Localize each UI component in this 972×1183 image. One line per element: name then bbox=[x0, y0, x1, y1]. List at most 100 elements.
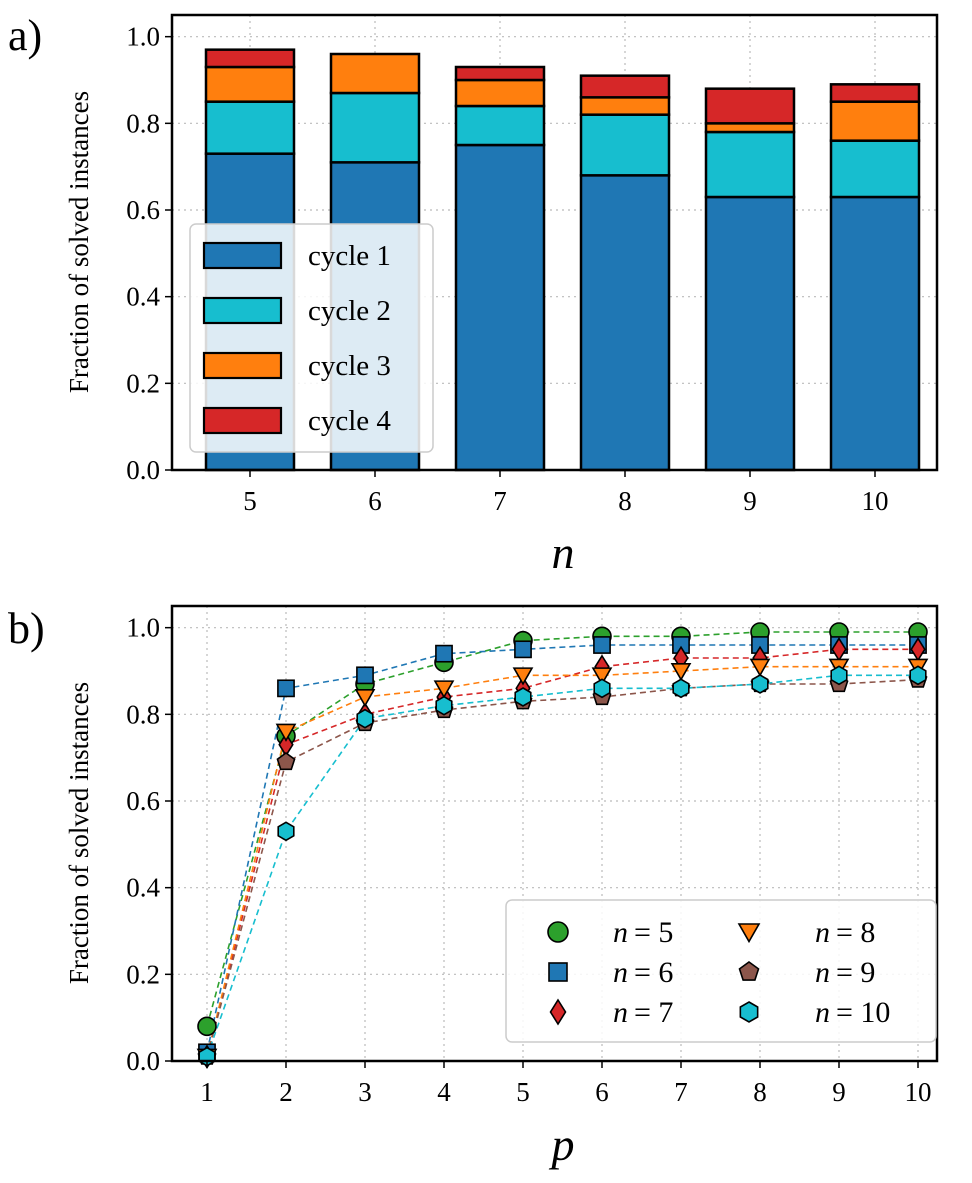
point-n9-p2 bbox=[276, 752, 296, 771]
point-n8-p7 bbox=[670, 662, 692, 682]
legend-swatch-cycle-1 bbox=[202, 241, 283, 270]
point-n8-p2 bbox=[275, 723, 297, 742]
bar-cycle-3-n7 bbox=[454, 78, 546, 108]
point-n5-p1 bbox=[197, 1016, 217, 1037]
panel-a-x-tick-label: 5 bbox=[243, 486, 257, 516]
point-n10-p4 bbox=[435, 695, 453, 716]
point-n8-p8 bbox=[749, 658, 771, 677]
point-n10-p10 bbox=[909, 665, 927, 686]
panel-b-axes-frame bbox=[170, 604, 939, 1063]
panel-b-y-tick-label: 0.2 bbox=[126, 959, 160, 989]
panel-b-line-chart: b) 0.0 0.2 0.4 0.6 0.8 1.0 1 2 3 4 5 6 7 8 9 10 Fracti… bbox=[8, 604, 939, 1170]
point-n6-p6 bbox=[593, 636, 611, 654]
bar-cycle-3-n10 bbox=[829, 100, 921, 142]
point-n6-p4 bbox=[435, 644, 453, 663]
point-n10-p9 bbox=[830, 665, 848, 686]
panel-b-x-axis-label: p bbox=[549, 1119, 575, 1170]
panel-b-legend-box bbox=[505, 899, 937, 1043]
line-n10 bbox=[206, 674, 918, 1057]
legend-marker-n10 bbox=[739, 1001, 759, 1023]
panel-b-y-ticks: 0.0 0.2 0.4 0.6 0.8 1.0 bbox=[126, 613, 172, 1076]
panel-a-label: a) bbox=[8, 11, 42, 60]
panel-b-x-tick-label: 8 bbox=[753, 1077, 767, 1107]
panel-b-x-tick-label: 5 bbox=[516, 1077, 530, 1107]
bar-cycle-2-n7 bbox=[454, 104, 546, 147]
point-n6-p3 bbox=[356, 666, 374, 685]
bar-cycle-2-n5 bbox=[204, 100, 296, 155]
line-n9 bbox=[206, 678, 919, 1057]
bar-cycle-3-n8 bbox=[579, 96, 671, 116]
bar-cycle-4-n7 bbox=[454, 65, 546, 82]
panel-a-y-ticks: 0.0 0.2 0.4 0.6 0.8 1.0 bbox=[126, 22, 172, 485]
point-n8-p5 bbox=[512, 667, 534, 686]
legend-marker-n9 bbox=[738, 961, 760, 981]
panel-b-x-tick-label: 9 bbox=[832, 1077, 846, 1107]
panel-b-y-tick-label: 0.0 bbox=[126, 1046, 160, 1076]
panel-b-x-tick-label: 1 bbox=[200, 1077, 214, 1107]
bar-cycle-4-n5 bbox=[204, 48, 296, 69]
legend-swatch-cycle-4 bbox=[202, 406, 283, 435]
panel-a-y-tick-label: 1.0 bbox=[126, 22, 160, 52]
legend-label-n8: n = 8 bbox=[815, 916, 875, 949]
panel-a-x-tick-label: 10 bbox=[862, 486, 889, 516]
bar-cycle-3-n5 bbox=[204, 65, 296, 103]
legend-swatch-cycle-2 bbox=[202, 296, 283, 325]
panel-a-y-tick-label: 0.6 bbox=[126, 195, 160, 225]
panel-a-x-ticks: 5 6 7 8 9 10 bbox=[243, 470, 889, 516]
legend-label-n6: n = 6 bbox=[613, 956, 673, 989]
point-n8-p3 bbox=[354, 688, 376, 708]
point-n10-p7 bbox=[672, 678, 690, 699]
legend-swatch-cycle-3 bbox=[202, 351, 283, 380]
bar-cycle-2-n8 bbox=[579, 113, 671, 177]
panel-a-x-tick-label: 9 bbox=[743, 486, 757, 516]
panel-a-y-axis-label: Fraction of solved instances bbox=[64, 91, 94, 393]
point-n10-p6 bbox=[593, 678, 611, 699]
panel-a-x-tick-label: 7 bbox=[493, 486, 507, 516]
panel-a-x-axis-label: n bbox=[552, 527, 575, 578]
legend-label-n9: n = 9 bbox=[815, 956, 875, 989]
legend-label-cycle-1: cycle 1 bbox=[308, 240, 391, 272]
panel-a-axes-frame bbox=[170, 13, 939, 472]
legend-label-n7: n = 7 bbox=[613, 996, 673, 1029]
bar-cycle-3-n9 bbox=[704, 122, 796, 134]
legend-marker-n7 bbox=[549, 998, 567, 1026]
legend-label-cycle-2: cycle 2 bbox=[308, 295, 391, 327]
point-n10-p2 bbox=[277, 821, 295, 842]
panel-a-x-tick-label: 6 bbox=[368, 486, 382, 516]
bar-cycle-2-n9 bbox=[704, 130, 796, 199]
point-n10-p5 bbox=[514, 687, 532, 707]
bar-cycle-4-n9 bbox=[704, 87, 796, 125]
line-n6 bbox=[206, 644, 918, 1053]
panel-a-y-tick-label: 0.2 bbox=[126, 368, 160, 398]
bar-cycle-2-n10 bbox=[829, 139, 921, 199]
panel-a-stacked-bar-chart: a) 0.0 0.2 0.4 0.6 0.8 1.0 5 6 7 8 9 10 Fraction o… bbox=[8, 11, 939, 578]
panel-a-y-tick-label: 0.8 bbox=[126, 108, 160, 138]
panel-b-x-ticks: 1 2 3 4 5 6 7 8 9 10 bbox=[200, 1061, 932, 1107]
legend-label-n5: n = 5 bbox=[613, 916, 673, 949]
bar-cycle-1-n7 bbox=[454, 143, 546, 472]
panel-a-legend-box bbox=[189, 223, 434, 453]
panel-b-y-axis-label: Fraction of solved instances bbox=[64, 682, 94, 984]
point-n8-p4 bbox=[433, 680, 455, 699]
panel-b-series-lines bbox=[206, 631, 919, 1057]
panel-b-x-tick-label: 6 bbox=[595, 1077, 609, 1107]
bar-cycle-1-n8 bbox=[579, 174, 671, 472]
legend-marker-n5 bbox=[547, 921, 569, 943]
legend-marker-n6 bbox=[548, 962, 568, 982]
panel-b-y-tick-label: 0.6 bbox=[126, 786, 160, 816]
bar-cycle-1-n10 bbox=[829, 195, 921, 472]
point-n6-p5 bbox=[514, 640, 532, 659]
panel-b-legend: n = 5 n = 6 n = 7 n = 8 n = 9 n = 10 bbox=[505, 899, 937, 1043]
panel-b-x-tick-label: 3 bbox=[358, 1077, 372, 1107]
point-n8-p6 bbox=[591, 667, 613, 686]
panel-b-y-tick-label: 0.4 bbox=[126, 873, 160, 903]
legend-label-cycle-3: cycle 3 bbox=[308, 350, 391, 382]
panel-b-x-tick-label: 7 bbox=[674, 1077, 688, 1107]
bar-cycle-3-n6 bbox=[329, 52, 421, 95]
panel-a-y-tick-label: 0.0 bbox=[126, 455, 160, 485]
panel-a-x-tick-label: 8 bbox=[618, 486, 632, 516]
panel-b-x-tick-label: 10 bbox=[905, 1077, 932, 1107]
point-n10-p8 bbox=[751, 674, 769, 694]
bar-cycle-2-n6 bbox=[329, 91, 421, 164]
